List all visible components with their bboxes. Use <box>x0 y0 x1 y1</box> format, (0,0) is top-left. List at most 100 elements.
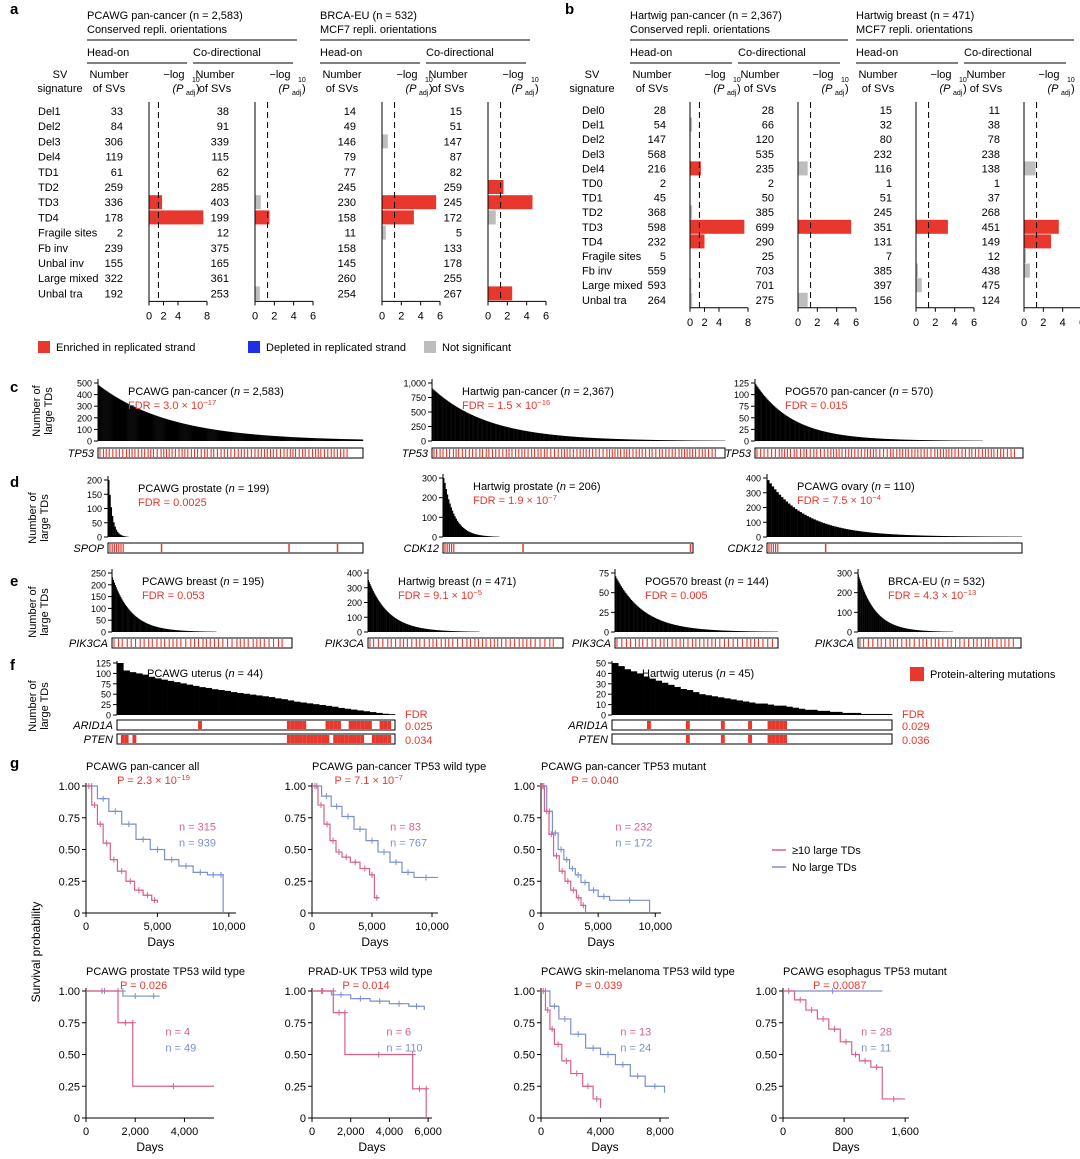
data-bar <box>738 631 740 632</box>
sv-count: 50 <box>762 193 774 205</box>
data-bar <box>436 630 438 632</box>
data-bar <box>181 630 183 632</box>
censor-mark <box>564 878 571 885</box>
data-bar <box>892 439 894 441</box>
data-bar <box>654 617 656 632</box>
data-bar <box>892 534 895 537</box>
data-bar <box>571 436 574 441</box>
data-bar <box>736 700 743 715</box>
censor-mark <box>540 988 547 994</box>
column-header: −log <box>1038 69 1059 81</box>
data-bar <box>954 536 958 537</box>
data-bar <box>669 623 671 632</box>
data-bar <box>151 625 153 632</box>
n-label-blue: n = 767 <box>390 837 427 849</box>
data-bar <box>882 533 886 537</box>
data-bar <box>247 433 250 441</box>
axis-tick-label: 250 <box>411 422 426 432</box>
mutation-track <box>857 637 1022 649</box>
data-bar <box>466 412 469 441</box>
data-bar <box>111 394 113 441</box>
data-bar <box>211 429 213 441</box>
data-bar <box>804 709 812 715</box>
data-bar <box>435 629 437 632</box>
data-bar <box>154 678 162 715</box>
data-bar <box>360 439 363 441</box>
data-bar <box>716 630 719 632</box>
data-bar <box>611 438 613 441</box>
data-bar <box>788 417 790 441</box>
data-bar <box>177 422 179 441</box>
data-bar <box>814 428 816 441</box>
data-bar <box>756 631 758 632</box>
data-bar <box>940 631 942 632</box>
data-bar <box>184 423 186 441</box>
axis-tick-label: 2,000 <box>337 1126 365 1138</box>
censor-mark <box>218 871 224 878</box>
data-bar <box>660 440 663 441</box>
data-bar <box>900 439 902 441</box>
data-bar <box>157 416 159 441</box>
data-bar <box>562 435 565 441</box>
data-bar <box>202 631 204 632</box>
data-bar <box>941 440 943 441</box>
data-bar <box>143 621 145 632</box>
data-bar <box>209 428 211 441</box>
data-bar <box>480 418 482 441</box>
data-bar <box>552 434 554 441</box>
data-bar <box>655 680 663 715</box>
data-bar <box>405 623 407 632</box>
fdr-label: FDR = 0.005 <box>645 590 708 602</box>
data-bar <box>780 412 782 441</box>
data-bar <box>351 439 354 441</box>
data-bar <box>304 437 307 441</box>
data-bar <box>122 600 124 632</box>
data-bar <box>801 513 805 537</box>
data-bar <box>605 438 607 441</box>
data-bar <box>332 438 334 441</box>
data-bar <box>126 403 128 441</box>
sv-count: 451 <box>982 222 1000 234</box>
y-axis-label: Number of <box>31 384 43 436</box>
data-bar <box>470 532 472 537</box>
data-bar <box>479 418 481 441</box>
data-bar <box>466 530 469 537</box>
data-bar <box>171 629 173 632</box>
data-bar <box>358 439 361 441</box>
data-bar <box>685 627 687 632</box>
data-bar <box>712 629 714 632</box>
data-bar <box>890 439 892 441</box>
data-bar <box>157 627 159 632</box>
data-bar <box>463 631 465 632</box>
data-bar <box>299 437 302 441</box>
data-bar <box>372 591 374 632</box>
data-bar <box>441 396 443 441</box>
data-bar <box>741 631 744 632</box>
data-bar <box>862 531 865 537</box>
data-bar <box>163 418 165 441</box>
axis-tick-label: 0 <box>485 310 491 322</box>
data-bar <box>458 631 460 632</box>
data-bar <box>325 438 327 441</box>
axis-tick-label: 0 <box>601 711 606 721</box>
data-bar <box>159 416 161 441</box>
mutation-block <box>348 735 353 743</box>
data-bar <box>140 409 143 441</box>
data-bar <box>950 440 952 441</box>
data-bar <box>865 437 867 441</box>
data-bar <box>451 631 453 632</box>
data-bar <box>796 421 798 441</box>
censor-mark <box>341 1009 348 1016</box>
p-value: P = 0.026 <box>120 980 167 992</box>
data-bar <box>824 523 828 537</box>
sv-count: 120 <box>756 134 774 146</box>
data-bar <box>464 529 466 537</box>
enrichment-bar <box>149 195 163 210</box>
enrichment-bar <box>690 205 693 220</box>
data-bar <box>357 710 364 715</box>
data-bar <box>544 433 547 441</box>
data-bar <box>124 604 127 632</box>
data-bar <box>695 628 697 632</box>
n-label-red: n = 232 <box>615 821 652 833</box>
data-bar <box>161 628 163 632</box>
